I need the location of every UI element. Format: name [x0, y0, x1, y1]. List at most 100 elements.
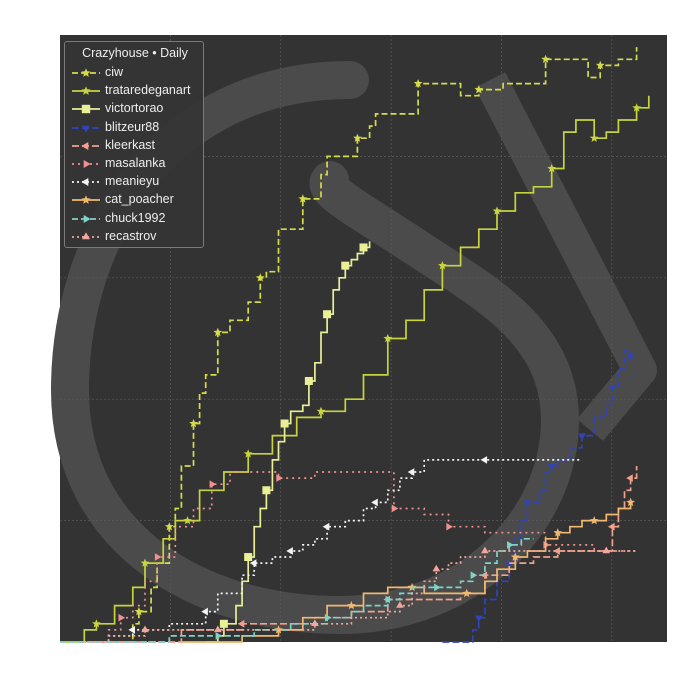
legend-swatch-icon — [72, 160, 100, 168]
legend-marker-icon — [82, 125, 90, 133]
data-point-recastrov — [311, 619, 319, 626]
series-masalanka — [84, 471, 637, 643]
series-ciw — [108, 47, 638, 643]
data-point-ciw — [298, 194, 308, 203]
legend-label: ciw — [105, 65, 124, 79]
legend-marker-icon — [81, 195, 91, 205]
data-point-masalanka — [446, 522, 453, 531]
data-point-victortorao — [244, 553, 253, 562]
legend-marker-icon — [81, 105, 91, 114]
legend-label: victortorao — [105, 101, 164, 116]
data-point-chuck1992 — [470, 571, 478, 579]
legend-marker-icon — [81, 141, 89, 150]
data-point-meanieyu — [249, 559, 257, 567]
legend-marker-icon — [81, 68, 91, 77]
legend-item-ciw: ciw — [71, 64, 203, 82]
data-point-recastrov — [141, 625, 149, 633]
data-point-masalanka — [276, 474, 283, 482]
data-point-chuck1992 — [385, 595, 393, 604]
data-point-victortorao — [280, 419, 289, 428]
legend-item-chuck1992: chuck1992 — [71, 210, 203, 228]
data-point-blitzeur88 — [608, 384, 617, 392]
series-line-meanieyu — [84, 459, 582, 643]
data-point-ciw — [213, 327, 223, 337]
series-line-cat_poacher — [181, 502, 632, 643]
data-point-kleerkast — [237, 620, 245, 628]
data-point-meanieyu — [286, 547, 293, 555]
data-point-ciw — [164, 522, 174, 531]
legend-item-masalanka: masalanka — [71, 155, 203, 173]
data-point-blitzeur88 — [626, 354, 635, 362]
legend-label: trataredeganart — [105, 83, 191, 98]
legend-label: cat_poacher — [105, 192, 174, 207]
legend-label: recastrov — [105, 228, 157, 243]
data-point-ciw — [189, 418, 198, 428]
data-point-recastrov — [396, 601, 404, 608]
legend-marker-icon — [81, 178, 89, 187]
series-victortorao — [205, 241, 371, 643]
data-point-recastrov — [481, 546, 489, 554]
legend-swatch-icon — [72, 141, 100, 150]
legend-item-recastrov: recastrov — [71, 228, 203, 246]
legend-swatch-icon — [72, 214, 100, 223]
data-point-cat_poacher — [347, 601, 356, 610]
data-point-recastrov — [432, 564, 441, 572]
data-point-trataredeganart — [243, 449, 253, 458]
legend-item-blitzeur88: blitzeur88 — [71, 119, 203, 137]
data-point-kleerkast — [608, 522, 615, 531]
data-point-meanieyu — [128, 626, 135, 634]
series-layer — [60, 47, 650, 643]
legend-swatch-icon — [72, 178, 100, 187]
data-point-cat_poacher — [462, 588, 472, 598]
data-point-meanieyu — [201, 607, 208, 616]
legend-label: kleerkast — [105, 137, 156, 152]
series-recastrov — [84, 546, 637, 643]
data-point-cat_poacher — [626, 497, 635, 507]
legend-swatch-icon — [72, 232, 100, 240]
legend-item-victortorao: victortorao — [71, 100, 203, 118]
data-point-trataredeganart — [183, 516, 192, 525]
data-point-cat_poacher — [553, 528, 563, 537]
data-point-blitzeur88 — [475, 615, 483, 623]
series-line-kleerkast — [78, 466, 638, 643]
legend-swatch-icon — [72, 125, 100, 133]
data-point-blitzeur88 — [523, 500, 532, 507]
data-point-victortorao — [219, 619, 228, 628]
data-point-victortorao — [323, 310, 332, 319]
legend-swatch-icon — [72, 68, 100, 77]
legend-label: blitzeur88 — [105, 119, 160, 134]
series-line-masalanka — [84, 471, 637, 643]
series-meanieyu — [84, 456, 582, 643]
data-point-meanieyu — [480, 456, 488, 464]
data-point-trataredeganart — [316, 406, 326, 416]
data-point-recastrov — [602, 546, 611, 554]
data-point-trataredeganart — [92, 619, 101, 628]
data-point-trataredeganart — [492, 206, 502, 215]
data-point-trataredeganart — [383, 333, 393, 343]
legend-swatch-icon — [72, 195, 100, 205]
data-point-trataredeganart — [547, 163, 556, 173]
data-point-trataredeganart — [140, 558, 150, 567]
data-point-meanieyu — [322, 522, 330, 531]
data-point-victortorao — [359, 243, 368, 252]
data-point-trataredeganart — [632, 103, 641, 112]
legend-swatch-icon — [72, 86, 100, 96]
data-point-victortorao — [262, 486, 271, 495]
legend-label: chuck1992 — [105, 210, 166, 225]
data-point-ciw — [353, 133, 362, 142]
legend-title: Crazyhouse • Daily — [82, 46, 188, 60]
series-line-trataredeganart — [60, 95, 650, 643]
data-point-masalanka — [154, 553, 162, 561]
legend: Crazyhouse • Daily ciw trataredeganart vic… — [64, 41, 204, 248]
data-point-blitzeur88 — [547, 463, 556, 471]
data-point-blitzeur88 — [578, 433, 586, 440]
data-point-kleerkast — [626, 474, 633, 482]
data-point-masalanka — [391, 504, 399, 513]
data-point-recastrov — [214, 625, 222, 633]
data-point-trataredeganart — [438, 261, 447, 270]
data-point-masalanka — [209, 480, 217, 488]
legend-label: meanieyu — [105, 174, 160, 189]
legend-item-trataredeganart: trataredeganart — [71, 82, 203, 100]
data-point-victortorao — [341, 261, 350, 270]
